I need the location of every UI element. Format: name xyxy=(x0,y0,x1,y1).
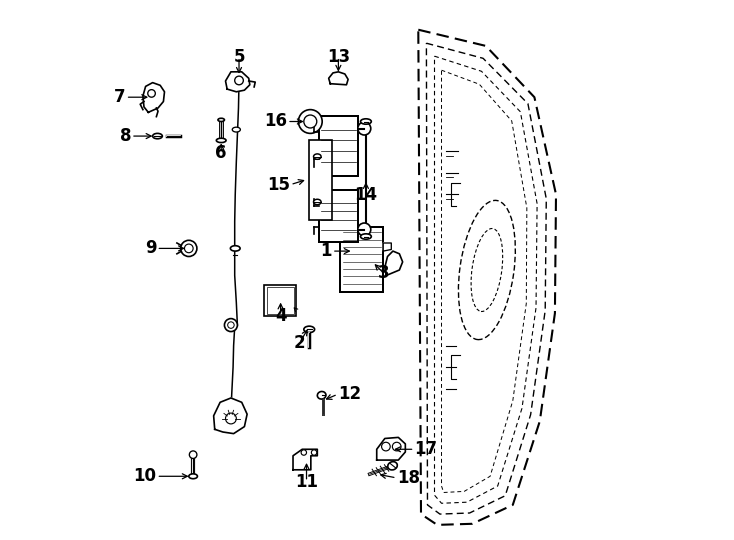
Polygon shape xyxy=(385,251,403,275)
Text: 2: 2 xyxy=(294,334,305,352)
Polygon shape xyxy=(383,243,391,251)
Text: 12: 12 xyxy=(338,385,361,403)
Ellipse shape xyxy=(304,326,315,333)
Ellipse shape xyxy=(232,127,240,132)
Bar xyxy=(319,191,357,241)
Text: 10: 10 xyxy=(134,467,156,485)
Polygon shape xyxy=(214,398,247,434)
Text: 8: 8 xyxy=(120,127,131,145)
Circle shape xyxy=(184,244,193,253)
Ellipse shape xyxy=(313,199,321,205)
Ellipse shape xyxy=(388,462,397,470)
Polygon shape xyxy=(293,449,317,470)
Circle shape xyxy=(301,450,307,455)
Text: 4: 4 xyxy=(275,307,286,325)
Circle shape xyxy=(189,451,197,458)
Circle shape xyxy=(357,122,371,135)
FancyBboxPatch shape xyxy=(340,227,383,292)
Text: 1: 1 xyxy=(321,242,332,260)
Ellipse shape xyxy=(153,133,162,139)
Polygon shape xyxy=(329,72,348,85)
Text: 6: 6 xyxy=(216,144,227,163)
Text: 15: 15 xyxy=(267,176,291,194)
Ellipse shape xyxy=(218,118,225,122)
Text: 13: 13 xyxy=(327,48,350,66)
Polygon shape xyxy=(225,72,250,92)
Circle shape xyxy=(225,319,237,332)
Text: 5: 5 xyxy=(233,48,244,66)
Text: 14: 14 xyxy=(355,186,377,205)
Circle shape xyxy=(299,110,322,133)
Ellipse shape xyxy=(360,234,371,239)
Ellipse shape xyxy=(317,392,326,399)
Bar xyxy=(264,285,296,316)
Circle shape xyxy=(148,90,156,97)
Circle shape xyxy=(393,442,401,451)
Text: 3: 3 xyxy=(377,264,389,282)
Polygon shape xyxy=(143,83,164,112)
Text: 16: 16 xyxy=(264,112,287,131)
Circle shape xyxy=(304,115,317,128)
Ellipse shape xyxy=(189,474,197,479)
Circle shape xyxy=(181,240,197,256)
Circle shape xyxy=(357,223,371,236)
Ellipse shape xyxy=(360,119,371,124)
Text: 18: 18 xyxy=(396,469,420,487)
Circle shape xyxy=(225,413,236,424)
Circle shape xyxy=(311,450,317,455)
Bar xyxy=(309,140,332,220)
Text: 7: 7 xyxy=(114,88,126,106)
Circle shape xyxy=(228,322,234,328)
Text: 17: 17 xyxy=(415,440,437,458)
Ellipse shape xyxy=(217,138,226,143)
Polygon shape xyxy=(418,30,556,525)
Polygon shape xyxy=(377,437,405,460)
Ellipse shape xyxy=(313,154,321,159)
Bar xyxy=(266,287,294,314)
Bar xyxy=(319,116,357,176)
Circle shape xyxy=(235,76,244,85)
Text: 11: 11 xyxy=(295,472,318,491)
Circle shape xyxy=(382,442,390,451)
Text: 9: 9 xyxy=(145,239,156,258)
Ellipse shape xyxy=(230,246,240,251)
